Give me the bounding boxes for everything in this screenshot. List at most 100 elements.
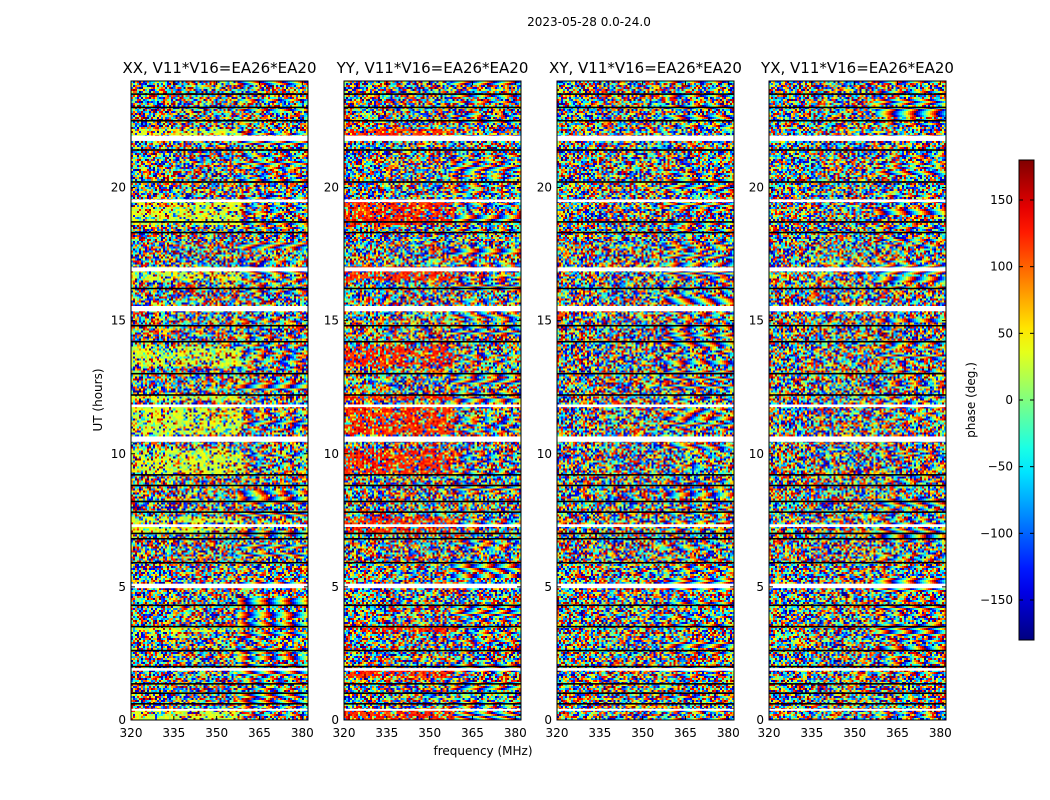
flag-line — [769, 625, 946, 628]
panel-title: XY, V11*V16=EA26*EA20 — [549, 59, 742, 77]
x-tick-label: 365 — [248, 726, 271, 740]
flag-line — [131, 683, 308, 685]
flag-line — [131, 221, 308, 223]
data-gap — [131, 708, 308, 711]
flag-line — [131, 665, 308, 668]
heatmap-image — [557, 81, 734, 720]
flag-line — [131, 500, 308, 503]
data-gap — [344, 436, 521, 442]
plot-frame — [556, 80, 735, 721]
flag-line — [557, 340, 734, 343]
data-gap — [344, 404, 521, 408]
flag-line — [557, 106, 734, 109]
flag-line — [769, 474, 946, 476]
flag-line — [557, 231, 734, 234]
data-gap — [131, 305, 308, 312]
x-tick-label: 350 — [843, 726, 866, 740]
colorbar-tick-label: 150 — [990, 193, 1013, 207]
data-gap — [557, 708, 734, 711]
data-gap — [344, 524, 521, 527]
flag-line — [769, 394, 946, 396]
data-gap — [131, 404, 308, 408]
flag-line — [344, 604, 521, 607]
data-gap — [557, 668, 734, 671]
heatmap-image — [344, 81, 521, 720]
flag-line — [131, 537, 308, 540]
flag-line — [557, 287, 734, 290]
plot-frame — [130, 80, 309, 721]
x-axis-label: frequency (MHz) — [433, 744, 532, 758]
colorbar-tick-label: −150 — [980, 593, 1013, 607]
x-tick-label: 380 — [717, 726, 740, 740]
flag-line — [557, 181, 734, 183]
colorbar: −150 −100 −50 0 50 100 150 — [980, 159, 1035, 641]
flag-line — [769, 703, 946, 705]
flag-line — [344, 106, 521, 109]
panel-title: YY, V11*V16=EA26*EA20 — [336, 59, 529, 77]
flag-line — [557, 372, 734, 375]
flag-line — [769, 287, 946, 290]
data-gap — [344, 199, 521, 203]
x-tick-label: 365 — [674, 726, 697, 740]
x-tick-label: 380 — [504, 726, 527, 740]
data-gap — [557, 135, 734, 141]
data-gap — [557, 583, 734, 589]
flag-line — [344, 231, 521, 234]
panel: XY, V11*V16=EA26*EA20 320 335 350 365 380 0 5 10… — [537, 59, 742, 740]
colorbar-tick-label: 100 — [990, 260, 1013, 274]
panel-title: XX, V11*V16=EA26*EA20 — [122, 59, 316, 77]
x-tick-label: 320 — [758, 726, 781, 740]
data-gap — [344, 305, 521, 312]
x-tick-label: 380 — [291, 726, 314, 740]
flag-line — [131, 484, 308, 487]
flag-line — [557, 119, 734, 122]
flag-line — [769, 484, 946, 487]
y-tick-label: 5 — [756, 580, 764, 594]
flag-line — [557, 649, 734, 652]
flag-line — [557, 484, 734, 487]
flag-line — [557, 474, 734, 476]
y-tick-label: 20 — [324, 181, 339, 195]
panels: XX, V11*V16=EA26*EA20 320 335 350 365 380 0 5 10… — [111, 59, 954, 740]
flag-line — [769, 93, 946, 95]
data-gap — [131, 524, 308, 527]
flag-line — [769, 561, 946, 564]
x-tick-label: 335 — [800, 726, 823, 740]
flag-line — [769, 372, 946, 375]
data-gap — [344, 583, 521, 589]
flag-line — [344, 532, 521, 535]
data-gap — [131, 436, 308, 442]
y-tick-label: 10 — [324, 447, 339, 461]
flag-line — [131, 394, 308, 396]
flag-line — [344, 340, 521, 343]
flag-line — [344, 665, 521, 668]
panel: XX, V11*V16=EA26*EA20 320 335 350 365 380 0 5 10… — [111, 59, 317, 740]
flag-line — [769, 324, 946, 327]
panel: YX, V11*V16=EA26*EA20 320 335 350 365 380 0 5 10… — [749, 59, 954, 740]
heatmap-image — [131, 81, 308, 720]
y-tick-label: 10 — [537, 447, 552, 461]
flag-line — [769, 649, 946, 652]
flag-line — [344, 703, 521, 705]
x-tick-label: 335 — [162, 726, 185, 740]
y-tick-label: 10 — [111, 447, 126, 461]
y-tick-label: 15 — [111, 314, 126, 328]
x-tick-label: 335 — [588, 726, 611, 740]
x-tick-label: 320 — [546, 726, 569, 740]
flag-line — [344, 683, 521, 685]
flag-line — [344, 221, 521, 223]
y-tick-label: 5 — [544, 580, 552, 594]
y-tick-label: 20 — [749, 181, 764, 195]
data-gap — [131, 583, 308, 589]
flag-line — [557, 683, 734, 685]
x-tick-label: 335 — [375, 726, 398, 740]
flag-line — [344, 625, 521, 628]
x-tick-label: 320 — [120, 726, 143, 740]
flag-line — [557, 703, 734, 705]
panel-title: YX, V11*V16=EA26*EA20 — [760, 59, 954, 77]
y-tick-label: 15 — [324, 314, 339, 328]
data-gap — [344, 267, 521, 272]
flag-line — [557, 604, 734, 607]
x-tick-label: 365 — [461, 726, 484, 740]
